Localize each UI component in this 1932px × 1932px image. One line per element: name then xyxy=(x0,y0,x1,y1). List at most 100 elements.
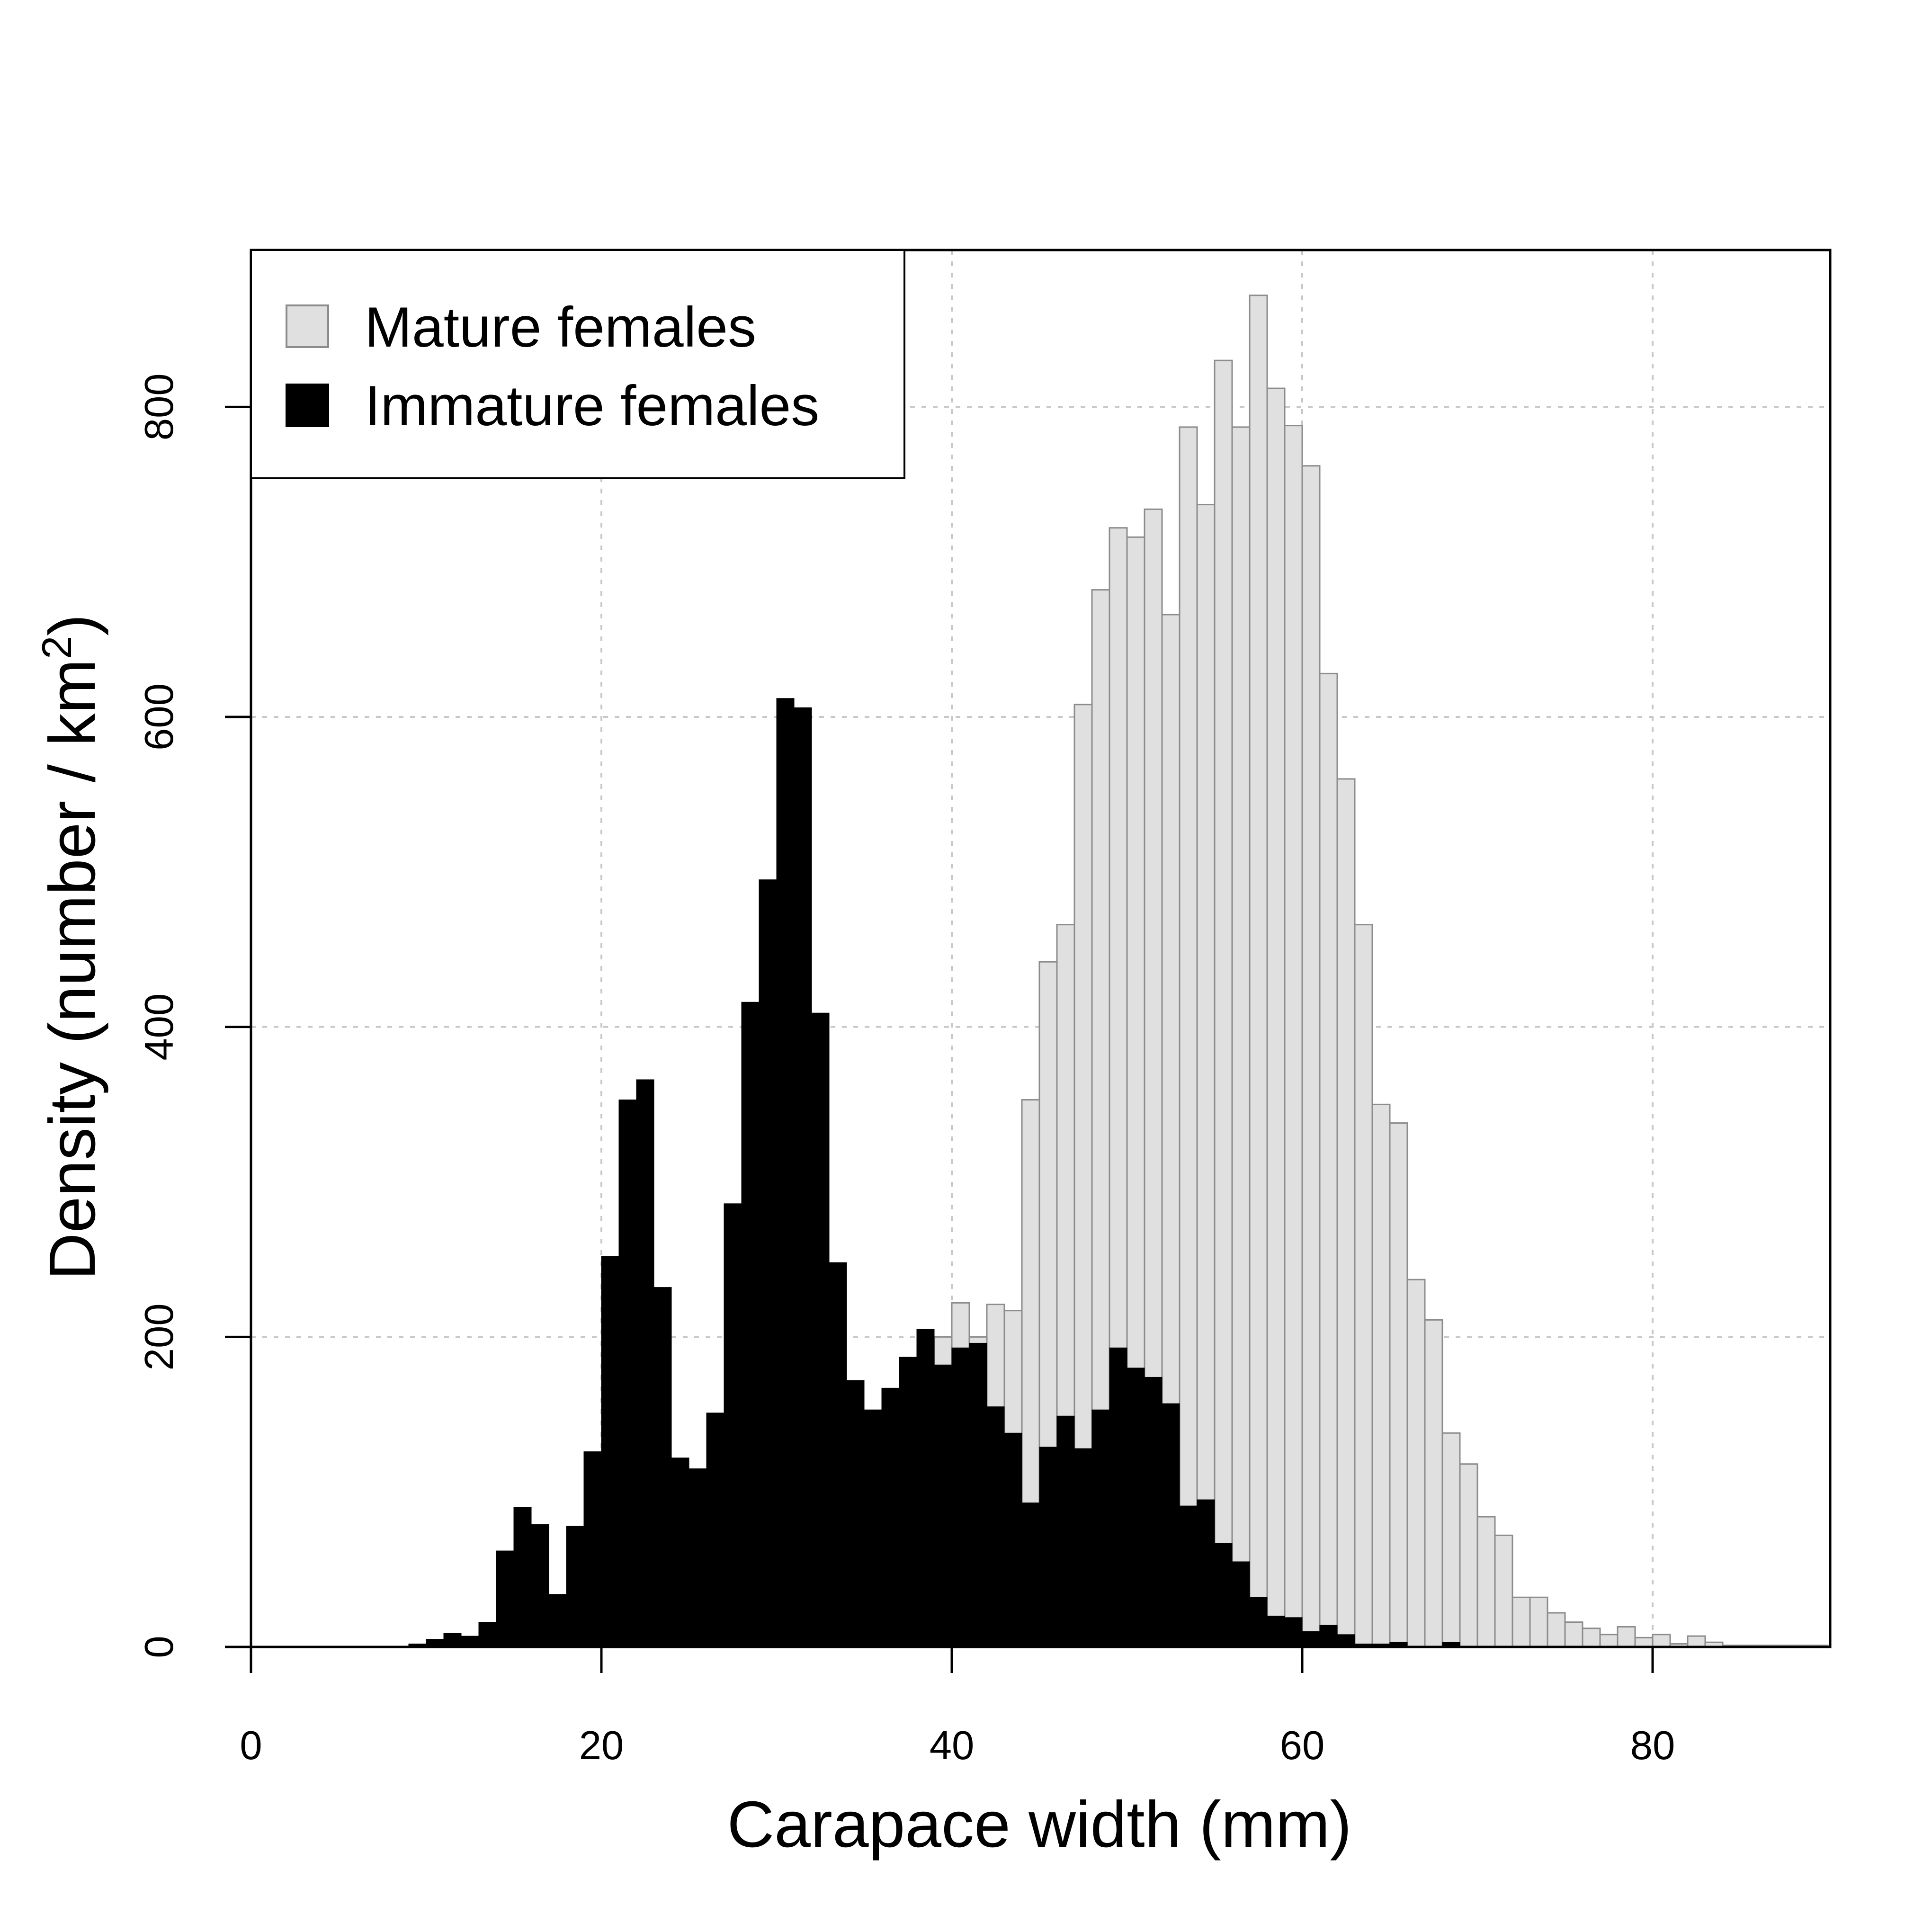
bar-immature xyxy=(1214,1543,1233,1647)
bar-mature xyxy=(1214,359,1233,1648)
bar-immature xyxy=(951,1347,970,1647)
bar-immature xyxy=(531,1524,549,1647)
bar-immature xyxy=(478,1622,497,1647)
bar-mature xyxy=(1336,778,1356,1648)
bar-mature xyxy=(1476,1516,1496,1648)
bar-immature xyxy=(846,1380,865,1647)
bar-immature xyxy=(759,879,777,1647)
y-axis-title-main: Density (number / km xyxy=(36,659,109,1280)
bar-mature xyxy=(1441,1432,1461,1648)
bar-immature xyxy=(1302,1631,1320,1647)
bar-immature xyxy=(864,1409,882,1647)
y-tick-label: 600 xyxy=(137,683,182,751)
immature-females-series xyxy=(408,698,1460,1647)
bar-mature xyxy=(1687,1635,1706,1648)
y-tick-label: 200 xyxy=(137,1303,182,1370)
bar-mature xyxy=(1266,387,1286,1648)
x-tick-label: 60 xyxy=(1280,1723,1325,1768)
legend-label-immature: Immature females xyxy=(365,374,819,438)
legend-swatch-immature xyxy=(286,384,329,427)
x-axis-title: Carapace width (mm) xyxy=(727,1788,1351,1861)
bar-mature xyxy=(1284,425,1303,1648)
bar-mature xyxy=(1354,924,1373,1648)
y-axis-title-superscript: 2 xyxy=(33,636,80,659)
legend-label-mature: Mature females xyxy=(365,295,756,359)
bar-immature xyxy=(1021,1503,1040,1647)
bar-mature xyxy=(1319,672,1338,1648)
bar-mature xyxy=(1231,426,1251,1648)
bar-mature xyxy=(1459,1463,1478,1648)
legend-swatch-mature xyxy=(286,304,329,348)
bar-mature xyxy=(1179,426,1198,1648)
bar-immature xyxy=(916,1329,935,1647)
bar-immature xyxy=(881,1387,900,1647)
y-tick-label: 400 xyxy=(137,993,182,1061)
y-axis-title-end: ) xyxy=(36,614,109,636)
bar-mature xyxy=(1599,1634,1619,1648)
bar-immature xyxy=(1039,1447,1057,1647)
bar-immature xyxy=(1109,1347,1127,1647)
bar-mature xyxy=(1249,295,1268,1648)
bar-immature xyxy=(1249,1597,1268,1647)
bar-immature xyxy=(1267,1616,1285,1647)
bar-mature xyxy=(1424,1319,1443,1648)
bar-immature xyxy=(1337,1634,1355,1647)
y-axis-title: Density (number / km2) xyxy=(33,614,109,1280)
bar-immature xyxy=(1091,1409,1110,1647)
bar-immature xyxy=(1197,1499,1215,1647)
bar-immature xyxy=(986,1406,1005,1647)
bar-immature xyxy=(1056,1415,1075,1647)
bar-immature xyxy=(689,1468,707,1647)
bar-immature xyxy=(583,1451,602,1647)
bar-mature xyxy=(1494,1534,1513,1648)
legend-box xyxy=(250,249,905,479)
bar-immature xyxy=(1074,1448,1092,1647)
bar-mature xyxy=(1634,1637,1654,1648)
bar-immature xyxy=(724,1203,742,1647)
bar-immature xyxy=(636,1079,654,1647)
bar-immature xyxy=(618,1100,637,1647)
bar-immature xyxy=(1144,1377,1163,1647)
bar-immature xyxy=(1232,1561,1250,1647)
bar-immature xyxy=(706,1413,724,1647)
bar-mature xyxy=(1389,1122,1408,1648)
bar-mature xyxy=(1512,1596,1531,1648)
bar-immature xyxy=(829,1262,847,1647)
bar-immature xyxy=(1004,1432,1022,1647)
x-tick-label: 80 xyxy=(1630,1723,1675,1768)
bar-immature xyxy=(443,1633,462,1647)
bar-mature xyxy=(1547,1612,1566,1648)
bar-immature xyxy=(1162,1403,1180,1647)
bar-immature xyxy=(1319,1625,1338,1647)
bar-immature xyxy=(671,1458,689,1647)
bar-immature xyxy=(601,1256,619,1647)
legend: Mature females Immature females xyxy=(250,249,905,479)
bar-immature xyxy=(461,1636,479,1647)
bar-immature xyxy=(969,1342,987,1647)
bar-immature xyxy=(496,1550,514,1647)
bar-mature xyxy=(1406,1279,1426,1648)
x-tick-label: 40 xyxy=(930,1723,975,1768)
bar-immature xyxy=(1127,1368,1145,1647)
x-tick-label: 20 xyxy=(579,1723,624,1768)
bar-mature xyxy=(1371,1103,1391,1648)
bar-immature xyxy=(1284,1617,1303,1647)
bar-mature xyxy=(1564,1621,1583,1648)
bar-mature xyxy=(1301,465,1321,1648)
bar-immature xyxy=(566,1526,584,1647)
bar-mature xyxy=(1196,504,1216,1648)
bar-mature xyxy=(1529,1596,1548,1648)
y-tick-label: 800 xyxy=(137,373,182,440)
bar-mature xyxy=(1617,1626,1636,1648)
bar-immature xyxy=(513,1507,532,1647)
bar-immature xyxy=(811,1012,830,1647)
bar-immature xyxy=(653,1287,672,1647)
bar-immature xyxy=(741,1002,760,1647)
bar-immature xyxy=(1179,1505,1198,1647)
bar-immature xyxy=(934,1364,952,1647)
bar-immature xyxy=(776,698,795,1647)
bar-immature xyxy=(794,707,812,1647)
bar-immature xyxy=(548,1594,567,1647)
y-tick-label: 0 xyxy=(137,1636,182,1658)
